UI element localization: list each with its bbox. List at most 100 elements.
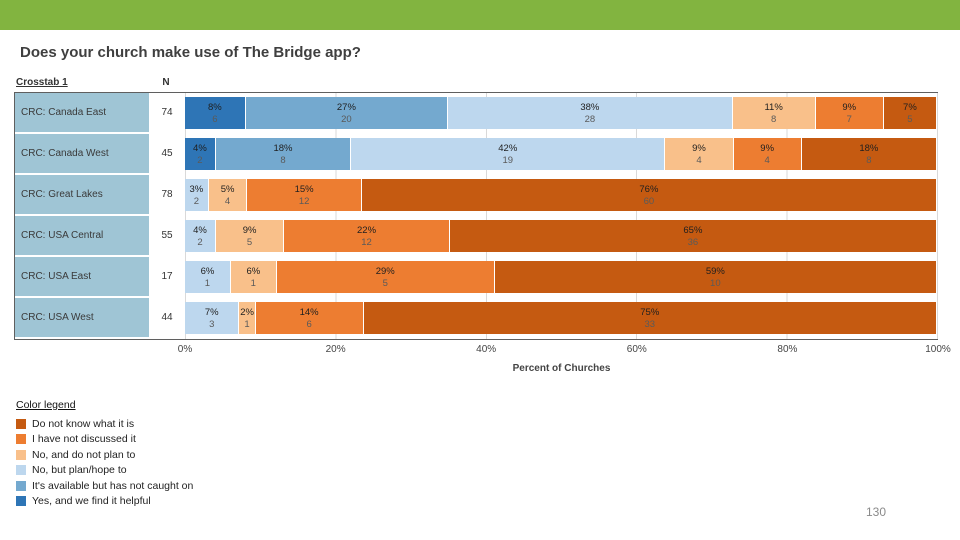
legend-swatch	[16, 465, 26, 476]
segment-count-label: 8	[770, 114, 777, 126]
legend-swatch	[16, 496, 26, 507]
legend-item: I have not discussed it	[16, 432, 193, 448]
legend-swatch	[16, 449, 26, 460]
x-tick-label: 40%	[476, 344, 497, 355]
slide-accent-bar	[0, 0, 960, 30]
bar-segment: 27% 20	[245, 97, 449, 129]
segment-count-label: 5	[907, 114, 913, 126]
segment-count-label: 2	[193, 196, 199, 208]
segment-percent-label: 59%	[705, 266, 725, 278]
segment-percent-label: 76%	[639, 184, 659, 196]
bar-segment: 7% 3	[185, 302, 240, 334]
stacked-bar: 8% 6 27% 20 38% 28 11% 8 9% 7 7% 5	[185, 97, 938, 129]
crosstab-header: Crosstab 1 N	[14, 76, 938, 92]
segment-count-label: 4	[696, 155, 702, 167]
segment-count-label: 8	[866, 155, 872, 167]
bar-segment: 9% 4	[733, 138, 802, 170]
bar-segment: 65% 36	[449, 220, 937, 252]
bar-segment: 8% 6	[185, 97, 246, 129]
row-plot-area: 7% 3 2% 1 14% 6 75% 33	[185, 298, 937, 339]
row-plot-area: 4% 2 9% 5 22% 12 65% 36	[185, 216, 937, 257]
row-n-value: 55	[149, 216, 185, 257]
legend-item-label: Yes, and we find it helpful	[32, 495, 151, 508]
bar-segment: 22% 12	[284, 220, 450, 252]
bar-segment: 4% 2	[185, 138, 216, 170]
segment-count-label: 36	[687, 237, 699, 249]
segment-percent-label: 4%	[193, 225, 207, 237]
legend-item: Yes, and we find it helpful	[16, 494, 193, 510]
segment-percent-label: 11%	[764, 102, 783, 114]
table-row: CRC: Canada East 74 8% 6 27% 20 38% 28 11% 8 9% 7 7%…	[15, 93, 938, 134]
x-tick-label: 20%	[325, 344, 346, 355]
legend-title: Color legend	[16, 399, 76, 411]
row-label: CRC: Canada East	[15, 93, 149, 134]
segment-percent-label: 6%	[246, 266, 261, 278]
stacked-bar: 3% 2 5% 4 15% 12 76% 60	[185, 179, 937, 211]
segment-count-label: 10	[710, 278, 721, 290]
crosstab-table: CRC: Canada East 74 8% 6 27% 20 38% 28 11% 8 9% 7 7%…	[14, 92, 938, 340]
row-plot-area: 4% 2 18% 8 42% 19 9% 4 9% 4 18% 8	[185, 134, 937, 175]
bar-segment: 42% 19	[351, 138, 666, 170]
table-row: CRC: USA West 44 7% 3 2% 1 14% 6 75% 33	[15, 298, 937, 339]
legend-item-label: It's available but has not caught on	[32, 479, 194, 492]
segment-count-label: 5	[382, 278, 388, 290]
bar-segment: 9% 4	[665, 138, 734, 170]
segment-count-label: 5	[246, 237, 253, 249]
n-column-header: N	[162, 77, 170, 88]
segment-percent-label: 22%	[357, 225, 377, 237]
color-legend: Color legend Do not know what it is I hav…	[16, 399, 193, 509]
segment-count-label: 60	[643, 196, 655, 208]
bar-segment: 18% 8	[801, 138, 937, 170]
segment-percent-label: 7%	[903, 102, 917, 114]
segment-percent-label: 75%	[640, 307, 660, 319]
segment-percent-label: 3%	[189, 184, 204, 196]
segment-percent-label: 7%	[204, 307, 219, 319]
segment-count-label: 2	[197, 155, 203, 167]
x-axis-ticks: 0% 20% 40% 60% 80% 100%	[15, 344, 951, 358]
stacked-bar: 6% 1 6% 1 29% 5 59% 10	[185, 261, 937, 293]
segment-percent-label: 38%	[580, 102, 600, 114]
segment-percent-label: 6%	[200, 266, 215, 278]
crosstab-title: Crosstab 1	[16, 77, 68, 88]
segment-percent-label: 9%	[242, 225, 257, 237]
bar-segment: 4% 2	[185, 220, 216, 252]
page-title: Does your church make use of The Bridge …	[20, 44, 361, 62]
legend-item: It's available but has not caught on	[16, 478, 193, 494]
plot-gridlines	[185, 93, 938, 339]
x-axis-label: Percent of Churches	[512, 363, 611, 374]
bar-segment: 9% 5	[215, 220, 285, 252]
segment-percent-label: 15%	[294, 184, 314, 196]
bar-segment: 6% 1	[185, 261, 231, 293]
segment-percent-label: 9%	[760, 143, 775, 155]
segment-percent-label: 9%	[842, 102, 857, 114]
segment-percent-label: 18%	[859, 143, 879, 155]
bar-segment: 38% 28	[448, 97, 733, 129]
x-tick-label: 80%	[777, 344, 798, 355]
row-label: CRC: Great Lakes	[15, 175, 149, 216]
segment-count-label: 20	[341, 114, 352, 126]
stacked-bar: 4% 2 18% 8 42% 19 9% 4 9% 4 18% 8	[185, 138, 937, 170]
segment-count-label: 6	[212, 114, 218, 126]
bar-segment: 18% 8	[215, 138, 352, 170]
legend-item-label: I have not discussed it	[32, 433, 136, 446]
bar-segment: 7% 5	[883, 97, 938, 129]
legend-item: No, and do not plan to	[16, 447, 193, 463]
segment-percent-label: 4%	[193, 143, 207, 155]
row-n-value: 45	[149, 134, 185, 175]
segment-percent-label: 27%	[336, 102, 356, 114]
segment-percent-label: 9%	[692, 143, 706, 155]
bar-segment: 6% 1	[230, 261, 277, 293]
segment-percent-label: 5%	[220, 184, 235, 196]
legend-item: Do not know what it is	[16, 416, 193, 432]
segment-count-label: 19	[502, 155, 514, 167]
row-label: CRC: USA West	[15, 298, 149, 339]
bar-segment: 29% 5	[276, 261, 495, 293]
row-n-value: 17	[149, 257, 185, 298]
table-row: CRC: USA East 17 6% 1 6% 1 29% 5 59% 10	[15, 257, 937, 298]
row-n-value: 78	[149, 175, 185, 216]
row-plot-area: 8% 6 27% 20 38% 28 11% 8 9% 7 7% 5	[185, 93, 938, 134]
bar-segment: 14% 6	[255, 302, 364, 334]
segment-count-label: 12	[298, 196, 310, 208]
segment-count-label: 1	[250, 278, 256, 290]
row-n-value: 44	[149, 298, 185, 339]
